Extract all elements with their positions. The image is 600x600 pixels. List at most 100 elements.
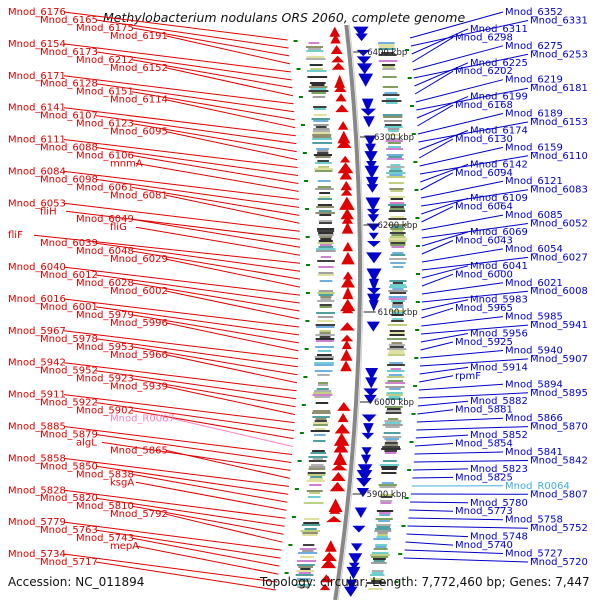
- gene-label: Mnod_6298: [455, 32, 513, 43]
- label-connector: [418, 138, 454, 159]
- cog-feature-right: [390, 228, 405, 230]
- reverse-gene-feature: [367, 293, 381, 307]
- gene-label: Mnod_5895: [530, 388, 588, 399]
- cog-feature-left: [309, 492, 320, 494]
- label-connector: [95, 147, 298, 176]
- label-connector: [63, 43, 291, 73]
- label-connector: [421, 316, 504, 327]
- reverse-gene-feature: [361, 432, 375, 440]
- cog-feature-right: [381, 466, 398, 468]
- cog-feature-left: [316, 388, 329, 390]
- cog-feature-right: [389, 388, 401, 390]
- gene-label: Mnod_6028: [76, 278, 134, 289]
- label-connector: [131, 186, 300, 216]
- label-connector: [418, 392, 529, 399]
- cog-feature-right: [380, 500, 393, 502]
- cog-feature-right: [387, 354, 406, 356]
- label-connector: [421, 248, 504, 263]
- gc-tick: [404, 497, 409, 499]
- gene-label: Mnod_5983: [470, 295, 528, 306]
- label-connector: [95, 338, 298, 368]
- cog-feature-right: [386, 158, 404, 160]
- cog-feature-left: [297, 586, 309, 588]
- label-connector: [420, 163, 469, 183]
- gene-label: Mnod_5879: [40, 430, 98, 441]
- cog-feature-right: [378, 54, 397, 56]
- cog-feature-right: [391, 246, 405, 248]
- label-connector: [95, 242, 301, 272]
- cog-feature-right: [379, 464, 400, 466]
- cog-feature-left: [318, 240, 333, 242]
- gene-label: Mnod_5758: [505, 515, 563, 526]
- gene-label: Mnod_6142: [470, 159, 528, 170]
- cog-feature-right: [391, 320, 404, 322]
- label-connector: [416, 426, 529, 431]
- gene-label: Mnod_5952: [40, 366, 98, 377]
- cog-feature-right: [384, 126, 403, 128]
- cog-feature-left: [315, 156, 331, 158]
- reverse-gene-feature: [366, 161, 377, 170]
- cog-feature-left: [318, 210, 332, 212]
- cog-feature-right: [390, 164, 401, 166]
- cog-feature-right: [386, 410, 402, 412]
- cog-feature-right: [385, 422, 401, 424]
- cog-feature-left: [312, 410, 331, 412]
- cog-feature-left: [309, 478, 323, 480]
- cog-feature-left: [303, 522, 320, 524]
- cog-feature-right: [382, 68, 396, 70]
- gene-label: Mnod_R0064: [505, 481, 570, 492]
- cog-feature-right: [391, 234, 404, 236]
- gene-label: Mnod_6069: [470, 227, 528, 238]
- label-connector: [410, 501, 469, 504]
- reverse-gene-feature: [354, 507, 367, 518]
- reverse-gene-feature: [348, 562, 360, 570]
- cog-feature-right: [371, 562, 387, 564]
- label-connector: [135, 545, 279, 575]
- label-connector: [135, 481, 287, 511]
- label-lines: [33, 11, 529, 591]
- reverse-gene-feature: [366, 321, 380, 332]
- gc-tick: [303, 376, 308, 378]
- label-connector: [101, 441, 291, 471]
- gc-tick: [407, 469, 412, 471]
- label-connector: [421, 197, 469, 215]
- cog-feature-right: [384, 442, 398, 444]
- gene-label: Mnod_6098: [40, 174, 98, 185]
- gene-label: Mnod_5779: [8, 517, 66, 528]
- label-connector: [165, 386, 296, 416]
- gene-label: Mnod_6001: [40, 302, 98, 313]
- cog-feature-right: [390, 262, 406, 264]
- cog-feature-right: [388, 290, 408, 292]
- label-connector: [165, 194, 300, 224]
- forward-gene-feature: [342, 271, 354, 280]
- label-connector: [418, 121, 529, 143]
- cog-feature-right: [373, 548, 388, 550]
- gene-label: Mnod_5780: [470, 498, 528, 509]
- label-connector: [421, 214, 504, 231]
- forward-gene-feature: [330, 33, 341, 44]
- cog-feature-right: [376, 510, 394, 512]
- cog-feature-right: [388, 374, 403, 376]
- cog-feature-left: [308, 460, 327, 462]
- gene-label: fliG: [110, 222, 127, 233]
- cog-feature-right: [391, 342, 403, 344]
- forward-gene-feature: [342, 241, 354, 252]
- cog-feature-right: [385, 440, 398, 442]
- gene-label: Mnod_5941: [530, 320, 588, 331]
- cog-feature-left: [306, 56, 325, 58]
- cog-feature-right: [389, 292, 407, 294]
- reverse-gene-feature: [364, 135, 377, 147]
- reverse-gene-feature: [361, 98, 374, 112]
- label-connector: [421, 273, 454, 287]
- gene-label: Mnod_6152: [110, 63, 168, 74]
- cog-feature-left: [315, 126, 327, 128]
- forward-gene-feature: [324, 540, 337, 552]
- forward-gene-feature: [334, 74, 346, 88]
- reverse-gene-feature: [358, 73, 374, 87]
- cog-feature-right: [370, 554, 390, 556]
- cog-feature-right: [389, 334, 405, 336]
- cog-feature-right: [381, 472, 397, 474]
- label-connector: [131, 218, 300, 248]
- label-connector: [131, 250, 301, 280]
- gene-label: Mnod_6151: [76, 87, 134, 98]
